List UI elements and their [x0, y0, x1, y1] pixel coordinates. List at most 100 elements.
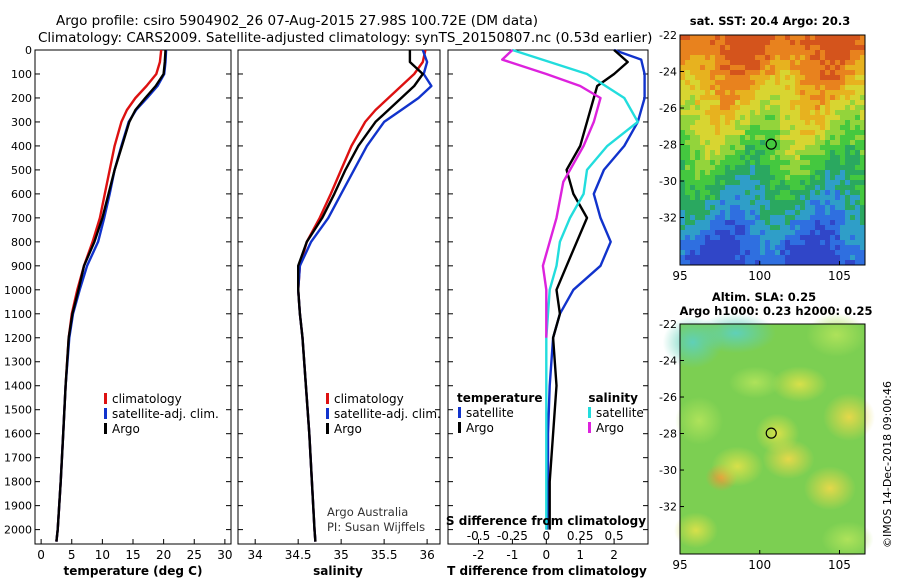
- sst-cell: [780, 90, 786, 96]
- sst-cell: [680, 200, 686, 206]
- sst-cell: [740, 210, 746, 216]
- sst-cell: [730, 240, 736, 246]
- sst-cell: [825, 225, 831, 231]
- sst-cell: [790, 120, 796, 126]
- sst-cell: [720, 220, 726, 226]
- sst-cell: [740, 130, 746, 136]
- sst-cell: [805, 145, 811, 151]
- sst-cell: [815, 115, 821, 121]
- sst-cell: [750, 230, 756, 236]
- sst-cell: [770, 175, 776, 181]
- sst-cell: [685, 45, 691, 51]
- sst-cell: [785, 230, 791, 236]
- sst-cell: [700, 245, 706, 251]
- sst-cell: [805, 35, 811, 41]
- sst-cell: [810, 255, 816, 261]
- sst-cell: [725, 230, 731, 236]
- sst-cell: [790, 235, 796, 241]
- sst-cell: [685, 150, 691, 156]
- sst-cell: [850, 140, 856, 146]
- sst-cell: [705, 105, 711, 111]
- sst-cell: [795, 80, 801, 86]
- sst-cell: [690, 185, 696, 191]
- sst-cell: [745, 175, 751, 181]
- sst-cell: [695, 180, 701, 186]
- sst-cell: [745, 230, 751, 236]
- sst-cell: [810, 100, 816, 106]
- sst-cell: [715, 125, 721, 131]
- sst-cell: [800, 150, 806, 156]
- sst-cell: [835, 35, 841, 41]
- sst-cell: [680, 45, 686, 51]
- sst-cell: [770, 250, 776, 256]
- sst-cell: [730, 225, 736, 231]
- sst-cell: [785, 60, 791, 66]
- sst-cell: [690, 155, 696, 161]
- sst-cell: [815, 120, 821, 126]
- sst-cell: [835, 240, 841, 246]
- sst-cell: [715, 80, 721, 86]
- sst-cell: [680, 85, 686, 91]
- sst-cell: [735, 140, 741, 146]
- sst-cell: [775, 205, 781, 211]
- map-x-tick-label: 100: [748, 269, 771, 283]
- sst-cell: [725, 225, 731, 231]
- annotation-pi: PI: Susan Wijffels: [327, 520, 425, 534]
- sst-cell: [810, 35, 816, 41]
- sst-cell: [720, 175, 726, 181]
- sst-cell: [805, 180, 811, 186]
- sst-cell: [760, 180, 766, 186]
- sst-cell: [845, 190, 851, 196]
- sst-cell: [840, 60, 846, 66]
- sst-cell: [825, 195, 831, 201]
- sst-cell: [830, 125, 836, 131]
- sst-cell: [690, 160, 696, 166]
- sst-cell: [785, 65, 791, 71]
- sst-cell: [795, 155, 801, 161]
- sst-cell: [755, 95, 761, 101]
- sst-cell: [850, 180, 856, 186]
- sst-cell: [780, 80, 786, 86]
- sst-cell: [750, 255, 756, 261]
- sst-cell: [855, 160, 861, 166]
- sst-cell: [690, 130, 696, 136]
- sst-cell: [795, 105, 801, 111]
- sst-cell: [760, 60, 766, 66]
- sst-cell: [690, 175, 696, 181]
- sst-cell: [685, 50, 691, 56]
- sst-cell: [740, 45, 746, 51]
- sst-cell: [795, 165, 801, 171]
- sst-cell: [705, 230, 711, 236]
- sst-cell: [795, 90, 801, 96]
- sst-cell: [740, 235, 746, 241]
- sst-cell: [720, 85, 726, 91]
- sst-cell: [810, 50, 816, 56]
- sst-cell: [805, 95, 811, 101]
- sst-cell: [840, 120, 846, 126]
- sst-cell: [805, 205, 811, 211]
- sst-cell: [765, 45, 771, 51]
- sst-cell: [805, 40, 811, 46]
- sst-cell: [850, 110, 856, 116]
- sst-cell: [805, 230, 811, 236]
- sst-cell: [790, 135, 796, 141]
- sst-cell: [710, 165, 716, 171]
- sst-cell: [685, 130, 691, 136]
- series-temperature-satellite: [545, 48, 646, 530]
- sst-cell: [755, 125, 761, 131]
- sst-cell: [765, 190, 771, 196]
- sst-cell: [830, 45, 836, 51]
- sst-cell: [850, 125, 856, 131]
- sst-cell: [835, 225, 841, 231]
- sst-cell: [750, 150, 756, 156]
- sst-cell: [710, 245, 716, 251]
- sst-cell: [715, 90, 721, 96]
- sst-cell: [800, 40, 806, 46]
- y-tick-label: 1700: [4, 452, 32, 465]
- sst-cell: [830, 150, 836, 156]
- sst-cell: [760, 140, 766, 146]
- sst-cell: [860, 245, 866, 251]
- sst-map-frame: [679, 34, 866, 266]
- sst-cell: [715, 190, 721, 196]
- sst-cell: [685, 95, 691, 101]
